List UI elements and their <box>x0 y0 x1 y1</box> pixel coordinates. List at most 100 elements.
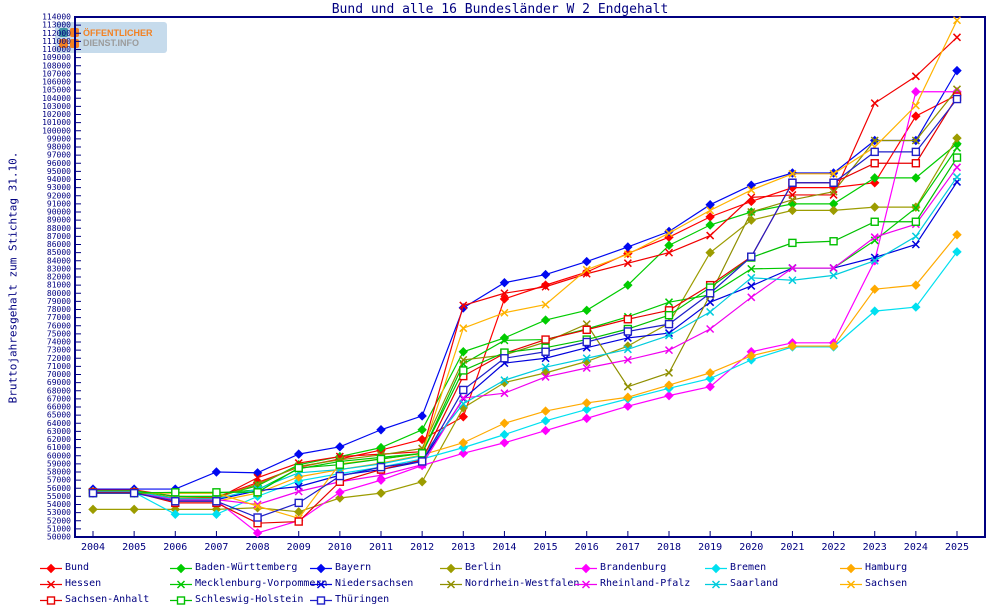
marker-x <box>541 372 550 381</box>
marker-x <box>870 136 879 145</box>
marker-square <box>171 488 180 497</box>
series-baden-wurttemberg <box>88 139 962 502</box>
y-tick-label: 110000 <box>42 45 71 54</box>
marker-diamond <box>952 247 962 257</box>
y-tick-label: 63000 <box>47 427 71 436</box>
series-bremen <box>88 247 962 519</box>
marker-x <box>623 382 632 391</box>
marker-diamond <box>252 528 263 538</box>
x-tick-label: 2015 <box>534 542 558 553</box>
logo-text-line1: ÖFFENTLICHER <box>83 27 153 38</box>
marker-x <box>911 136 920 145</box>
y-tick-label: 54000 <box>47 500 71 509</box>
marker-diamond <box>705 381 715 392</box>
marker-x <box>788 264 797 273</box>
marker-diamond <box>582 398 592 408</box>
marker-square <box>541 335 550 344</box>
series-rheinland-pfalz <box>88 163 962 509</box>
marker-x <box>623 250 632 259</box>
y-tick-label: 112000 <box>42 29 71 38</box>
marker-square <box>623 315 633 324</box>
marker-diamond <box>540 406 551 416</box>
x-tick-label: 2011 <box>369 542 393 553</box>
series-line-sachsen <box>93 19 958 520</box>
series-line-bund <box>93 94 958 498</box>
marker-x <box>623 355 632 364</box>
y-tick-label: 57000 <box>47 476 71 485</box>
marker-x <box>870 233 879 242</box>
marker-diamond <box>294 449 304 459</box>
series-thuringen <box>88 94 962 522</box>
marker-diamond <box>499 277 510 288</box>
logo-square-0 <box>59 27 68 37</box>
x-tick-label: 2023 <box>863 542 887 553</box>
marker-diamond <box>623 401 633 411</box>
marker-x <box>623 259 632 268</box>
marker-x <box>706 307 715 316</box>
series-schleswig-holstein <box>88 153 962 498</box>
marker-diamond <box>582 404 592 415</box>
marker-square <box>870 159 879 168</box>
marker-square <box>829 237 838 246</box>
marker-diamond <box>870 284 880 294</box>
marker-x <box>253 502 262 511</box>
x-tick-label: 2004 <box>81 542 105 553</box>
marker-x <box>870 256 879 265</box>
x-tick-label: 2022 <box>822 542 846 553</box>
x-tick-label: 2025 <box>945 542 969 553</box>
marker-diamond <box>335 487 345 498</box>
marker-square <box>911 147 921 157</box>
x-axis: 2004 2005 2006 2007 2008 2009 2010 2011 2012 2013… <box>81 531 969 553</box>
marker-diamond <box>540 315 551 325</box>
y-tick-label: 100000 <box>42 126 71 135</box>
marker-x <box>829 169 838 178</box>
marker-diamond <box>952 65 962 76</box>
marker-diamond <box>705 220 715 230</box>
marker-diamond <box>911 173 921 183</box>
marker-square <box>582 337 591 347</box>
marker-diamond <box>540 280 551 290</box>
marker-diamond <box>828 205 839 216</box>
x-tick-label: 2008 <box>246 542 270 553</box>
y-tick-label: 93000 <box>47 183 71 192</box>
y-tick-label: 66000 <box>47 403 71 412</box>
marker-x <box>582 354 591 363</box>
marker-diamond <box>540 425 551 436</box>
x-tick-label: 2021 <box>780 542 804 553</box>
marker-x <box>541 300 550 309</box>
y-tick-label: 71000 <box>47 362 71 371</box>
y-tick-label: 60000 <box>47 451 71 460</box>
x-tick-label: 2006 <box>163 542 187 553</box>
x-tick-label: 2010 <box>328 542 352 553</box>
x-tick-label: 2005 <box>122 542 146 553</box>
series-bund <box>88 90 962 502</box>
y-tick-label: 97000 <box>47 151 71 160</box>
marker-diamond <box>787 205 798 216</box>
marker-square <box>788 178 797 187</box>
marker-diamond <box>582 305 592 316</box>
marker-diamond <box>911 87 921 97</box>
marker-x <box>706 231 715 240</box>
marker-square <box>417 457 427 466</box>
marker-square <box>911 159 921 168</box>
series-saarland <box>88 173 962 503</box>
marker-square <box>253 488 262 497</box>
y-tick-label: 92000 <box>47 191 71 200</box>
marker-x <box>952 173 962 182</box>
marker-square <box>870 217 879 226</box>
chart-title: Bund und alle 16 Bundesländer W 2 Endgeh… <box>331 2 669 17</box>
marker-square <box>253 513 262 522</box>
marker-diamond <box>417 411 427 421</box>
marker-diamond <box>376 425 386 435</box>
logo-text-line2: DIENST.INFO <box>83 37 140 48</box>
y-tick-label: 55000 <box>47 492 71 501</box>
marker-square <box>376 454 386 464</box>
y-tick-label: 61000 <box>47 443 71 452</box>
y-tick-label: 53000 <box>47 508 71 517</box>
y-axis: 5000051000520005300054000550005600057000… <box>42 13 81 542</box>
marker-x <box>459 399 468 408</box>
series-line-hamburg <box>93 234 958 502</box>
marker-square <box>623 327 633 336</box>
marker-diamond <box>623 280 633 290</box>
